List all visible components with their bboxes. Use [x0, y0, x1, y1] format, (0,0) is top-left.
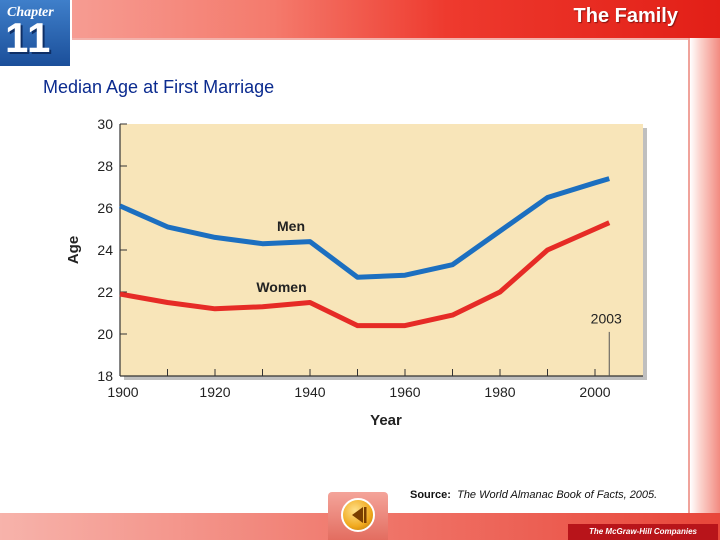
annotation-label: 2003	[591, 311, 622, 327]
banner-divider	[0, 38, 720, 40]
x-tick-label: 1920	[199, 384, 230, 400]
source-text: The World Almanac Book of Facts, 2005.	[457, 489, 658, 501]
chart-title: Median Age at First Marriage	[43, 77, 275, 97]
y-tick-label: 22	[97, 284, 113, 300]
x-tick-label: 1960	[389, 384, 420, 400]
section-title: The Family	[573, 5, 678, 27]
chapter-number: 11	[5, 14, 52, 61]
x-tick-label: 2000	[579, 384, 610, 400]
series-line-women	[119, 220, 611, 329]
y-tick-label: 30	[97, 116, 113, 132]
x-tick-label: 1900	[107, 384, 138, 400]
x-tick-label: 1940	[294, 384, 325, 400]
x-axis-title: Year	[370, 412, 402, 429]
right-rail	[690, 38, 720, 540]
plot-background	[120, 124, 643, 376]
y-tick-label: 18	[97, 368, 113, 384]
top-banner	[0, 0, 720, 38]
source-label: Source:	[410, 489, 451, 501]
y-tick-label: 24	[97, 242, 113, 258]
x-tick-label: 1980	[484, 384, 515, 400]
right-rail-divider	[688, 38, 690, 526]
y-tick-label: 20	[97, 326, 113, 342]
series-label-women: Women	[256, 279, 306, 295]
source-note: Source: The World Almanac Book of Facts,…	[410, 489, 657, 501]
series-label-men: Men	[277, 218, 305, 234]
back-button[interactable]	[328, 492, 388, 540]
y-tick-label: 26	[97, 200, 113, 216]
chapter-label: Chapter	[7, 5, 54, 20]
publisher-logo: The McGraw-Hill Companies	[568, 524, 718, 540]
back-arrow-icon	[341, 498, 375, 532]
y-axis-title: Age	[65, 236, 82, 264]
y-tick-label: 28	[97, 158, 113, 174]
chapter-badge: Chapter 11	[0, 0, 72, 66]
series-line-men	[118, 176, 610, 280]
